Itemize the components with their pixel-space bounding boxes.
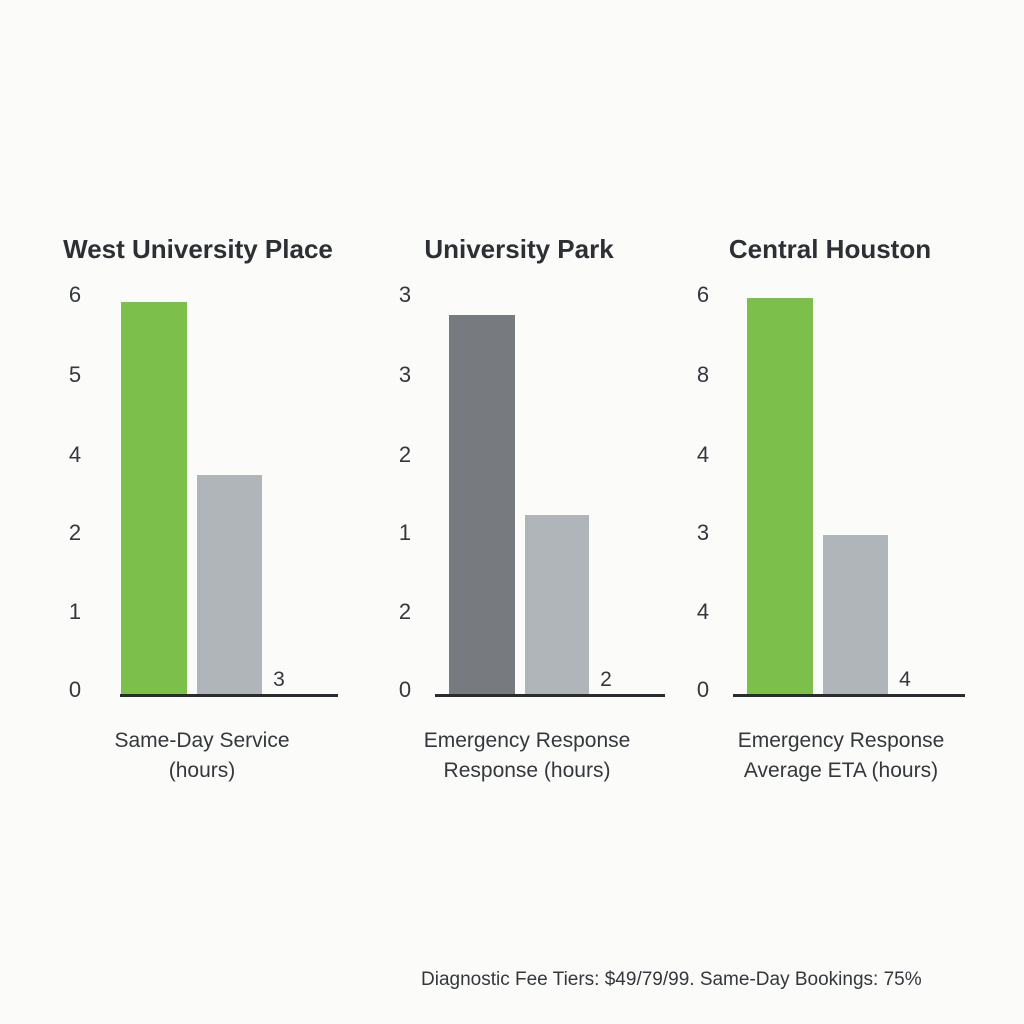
x-axis-label-line: Emergency Response bbox=[423, 729, 631, 752]
y-tick-label: 4 bbox=[696, 442, 710, 467]
bar bbox=[197, 475, 262, 695]
x-axis-label: Emergency Response Response (hours) bbox=[424, 726, 631, 786]
y-tick-label: 3 bbox=[696, 520, 710, 545]
data-label: 2 bbox=[600, 668, 612, 691]
x-axis-label: Emergency Response Average ETA (hours) bbox=[738, 726, 945, 786]
y-tick-label: 4 bbox=[696, 599, 710, 624]
y-tick-label: 3 bbox=[398, 362, 412, 387]
chart-title: University Park bbox=[424, 234, 614, 264]
y-tick-label: 5 bbox=[68, 362, 82, 387]
y-tick-label: 6 bbox=[68, 282, 82, 307]
x-axis-line bbox=[435, 694, 665, 697]
bar bbox=[823, 535, 888, 695]
x-axis-label-line: Same-Day Service bbox=[114, 729, 290, 752]
y-tick-label: 2 bbox=[398, 442, 412, 467]
bar bbox=[525, 515, 589, 695]
x-axis-label-line: Response (hours) bbox=[443, 759, 611, 782]
y-tick-label: 2 bbox=[68, 520, 82, 545]
x-axis-label: Same-Day Service (hours) bbox=[114, 726, 289, 786]
bar bbox=[747, 298, 813, 695]
y-tick-label: 3 bbox=[398, 282, 412, 307]
chart-title: West University Place bbox=[63, 234, 333, 264]
data-label: 4 bbox=[899, 668, 911, 691]
x-axis-label-line: Emergency Response bbox=[737, 729, 945, 752]
y-tick-label: 4 bbox=[68, 442, 82, 467]
x-axis-label-line: (hours) bbox=[168, 759, 236, 782]
x-axis-label-line: Average ETA (hours) bbox=[743, 759, 939, 782]
chart-title: Central Houston bbox=[728, 234, 932, 264]
x-axis-line bbox=[120, 694, 338, 697]
y-tick-label: 0 bbox=[696, 677, 710, 702]
x-axis-line bbox=[733, 694, 965, 697]
bar bbox=[121, 301, 187, 695]
y-tick-label: 1 bbox=[68, 599, 82, 624]
y-tick-label: 2 bbox=[398, 599, 412, 624]
y-tick-label: 1 bbox=[398, 520, 412, 545]
bar bbox=[449, 315, 515, 695]
y-tick-label: 0 bbox=[398, 677, 412, 702]
y-tick-label: 0 bbox=[68, 677, 82, 702]
footnote: Diagnostic Fee Tiers: $49/79/99. Same-Da… bbox=[421, 969, 922, 990]
y-tick-label: 8 bbox=[696, 362, 710, 387]
data-label: 3 bbox=[273, 668, 285, 691]
y-tick-label: 6 bbox=[696, 282, 710, 307]
